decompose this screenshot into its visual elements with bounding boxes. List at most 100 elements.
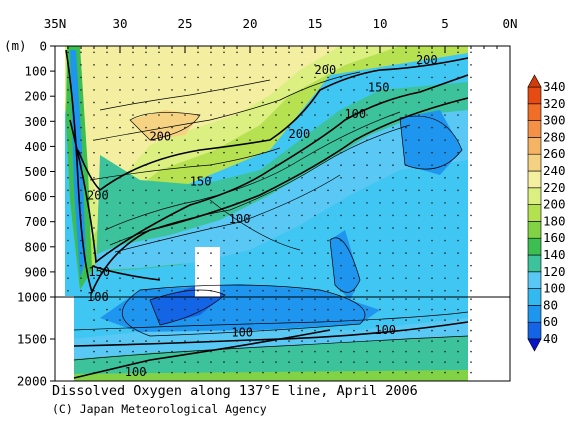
station-dot — [470, 89, 472, 91]
station-dot — [262, 89, 264, 91]
station-dot — [210, 202, 212, 204]
station-dot — [431, 227, 433, 229]
station-dot — [327, 89, 329, 91]
station-dot — [262, 76, 264, 79]
station-dot — [353, 340, 355, 342]
station-dot — [327, 371, 329, 374]
station-dot — [158, 114, 160, 116]
station-dot — [210, 252, 212, 254]
station-dot — [67, 239, 69, 242]
station-dot — [249, 64, 251, 66]
station-dot — [197, 298, 199, 300]
station-dot — [275, 277, 277, 279]
colorbar-segment — [527, 288, 542, 306]
contour-label: 100 — [231, 325, 253, 339]
station-dot — [67, 164, 69, 167]
station-dot — [249, 308, 251, 311]
station-dot — [366, 319, 368, 321]
station-dot — [184, 139, 186, 141]
station-dot — [379, 176, 381, 179]
station-dot — [418, 340, 420, 342]
station-dot — [366, 114, 368, 116]
station-dot — [301, 64, 303, 66]
station-dot — [457, 126, 459, 129]
station-dot — [314, 264, 316, 267]
station-dot — [158, 189, 160, 192]
station-dot — [145, 308, 147, 311]
x-tick-label: 20 — [242, 16, 257, 31]
station-dot — [197, 227, 199, 229]
station-dot — [197, 189, 199, 192]
station-dot — [470, 319, 472, 321]
station-dot — [366, 264, 368, 267]
colorbar-tick-label: 60 — [543, 314, 558, 329]
station-dot — [184, 151, 186, 154]
station-dot — [405, 101, 407, 104]
station-dot — [444, 264, 446, 267]
station-dot — [301, 289, 303, 292]
station-dot — [392, 76, 394, 79]
y-tick-label: 500 — [24, 164, 47, 179]
station-dot — [470, 101, 472, 104]
station-dot — [210, 189, 212, 192]
y-tick-label: 0 — [39, 39, 47, 54]
station-dot — [275, 126, 277, 129]
station-dot — [158, 252, 160, 254]
station-dot — [158, 139, 160, 141]
station-dot — [106, 151, 108, 154]
station-dot — [158, 329, 160, 332]
station-dot — [275, 64, 277, 66]
station-dot — [80, 189, 82, 192]
station-dot — [80, 176, 82, 179]
station-dot — [392, 350, 394, 353]
station-dot — [275, 189, 277, 192]
station-dot — [301, 189, 303, 192]
station-dot — [93, 350, 95, 353]
station-dot — [119, 371, 121, 374]
station-dot — [223, 227, 225, 229]
station-dot — [392, 298, 394, 300]
station-dot — [236, 89, 238, 91]
station-dot — [145, 114, 147, 116]
station-dot — [249, 89, 251, 91]
station-dot — [67, 126, 69, 129]
station-dot — [80, 51, 82, 54]
station-dot — [457, 264, 459, 267]
station-dot — [288, 350, 290, 353]
station-dot — [405, 289, 407, 292]
station-dot — [236, 202, 238, 204]
station-dot — [132, 64, 134, 66]
station-dot — [223, 277, 225, 279]
station-dot — [132, 202, 134, 204]
station-dot — [418, 151, 420, 154]
station-dot — [67, 264, 69, 267]
station-dot — [275, 101, 277, 104]
station-dot — [210, 176, 212, 179]
station-dot — [106, 126, 108, 129]
station-dot — [444, 126, 446, 129]
station-dot — [158, 126, 160, 129]
station-dot — [314, 176, 316, 179]
station-dot — [132, 214, 134, 217]
station-dot — [132, 176, 134, 179]
station-dot — [314, 319, 316, 321]
station-dot — [249, 340, 251, 342]
station-dot — [197, 202, 199, 204]
station-dot — [80, 64, 82, 66]
station-dots — [67, 51, 472, 374]
station-dot — [457, 139, 459, 141]
station-dot — [119, 239, 121, 242]
station-dot — [392, 114, 394, 116]
station-dot — [418, 289, 420, 292]
station-dot — [67, 202, 69, 204]
station-dot — [184, 126, 186, 129]
station-dot — [236, 114, 238, 116]
station-dot — [418, 298, 420, 300]
station-dot — [249, 289, 251, 292]
station-dot — [67, 252, 69, 254]
station-dot — [145, 189, 147, 192]
station-dot — [314, 151, 316, 154]
station-dot — [184, 350, 186, 353]
station-dot — [184, 319, 186, 321]
station-dot — [132, 227, 134, 229]
